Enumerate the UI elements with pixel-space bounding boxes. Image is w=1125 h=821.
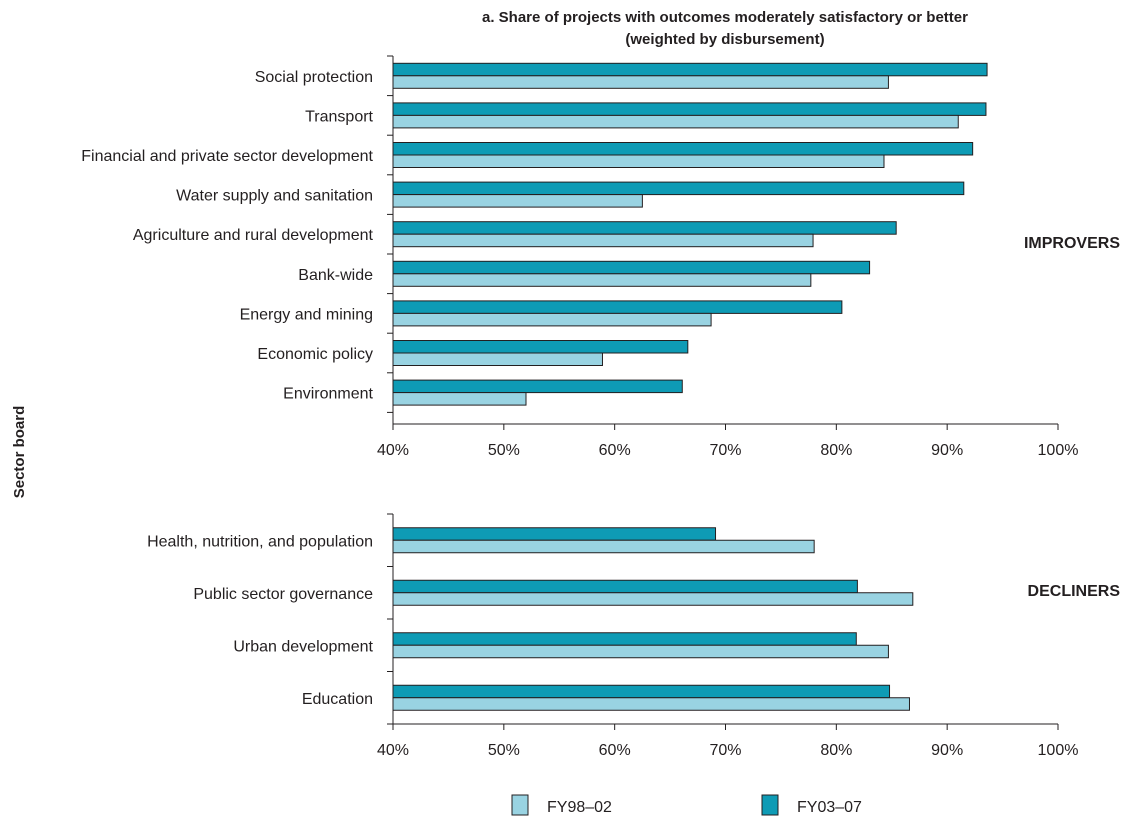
bar-fy03-07-transport — [392, 102, 987, 116]
bar-fy98-02-public-sector-governance — [392, 592, 914, 606]
category-label-energy-and-mining: Energy and mining — [240, 306, 373, 323]
category-label-financial-and-private-sector-development: Financial and private sector development — [81, 148, 373, 165]
category-label-urban-development: Urban development — [233, 638, 373, 655]
group-label-decliners: DECLINERS — [1028, 583, 1121, 600]
x-tick-label: 90% — [931, 442, 963, 459]
bar-fy03-07-bank-wide — [392, 260, 871, 275]
x-tick-label: 100% — [1038, 442, 1079, 459]
bar-fy98-02-energy-and-mining — [392, 312, 712, 327]
x-tick-label: 50% — [488, 742, 520, 759]
category-label-water-supply-and-sanitation: Water supply and sanitation — [176, 188, 373, 205]
bar-fy03-07-agriculture-and-rural-development — [392, 221, 897, 235]
group-label-improvers: IMPROVERS — [1024, 235, 1120, 252]
legend: FY98–02 FY03–07 — [511, 794, 862, 816]
x-tick-label: 40% — [377, 442, 409, 459]
bar-fy03-07-energy-and-mining — [392, 300, 843, 314]
x-tick-label: 40% — [377, 742, 409, 759]
x-tick-label: 90% — [931, 742, 963, 759]
category-label-agriculture-and-rural-development: Agriculture and rural development — [133, 227, 374, 244]
category-label-education: Education — [302, 691, 373, 708]
bar-fy03-07-urban-development — [392, 632, 857, 646]
bar-fy98-02-urban-development — [392, 644, 889, 659]
legend-label-fy03-07: FY03–07 — [797, 799, 862, 816]
chart-title-line1: a. Share of projects with outcomes moder… — [482, 9, 968, 26]
x-tick-label: 100% — [1038, 742, 1079, 759]
bar-fy03-07-financial-and-private-sector-development — [392, 142, 974, 156]
category-label-public-sector-governance: Public sector governance — [193, 586, 373, 603]
improvers-panel: Social protection Transport Financial and … — [81, 55, 1120, 459]
bar-fy98-02-social-protection — [392, 75, 889, 89]
x-tick-label: 80% — [820, 742, 852, 759]
x-tick-label: 70% — [709, 742, 741, 759]
bar-fy98-02-economic-policy — [392, 352, 603, 366]
category-label-transport: Transport — [305, 108, 373, 125]
bar-fy98-02-environment — [392, 392, 527, 406]
chart-title-line2: (weighted by disbursement) — [625, 31, 824, 48]
category-label-economic-policy: Economic policy — [257, 346, 373, 363]
bar-fy98-02-transport — [392, 114, 959, 129]
category-label-bank-wide: Bank-wide — [298, 267, 373, 284]
bar-fy98-02-financial-and-private-sector-development — [392, 154, 885, 168]
bar-fy03-07-environment — [392, 379, 683, 394]
bar-fy98-02-education — [392, 697, 910, 711]
x-tick-label: 70% — [709, 442, 741, 459]
bar-fy03-07-water-supply-and-sanitation — [392, 181, 965, 196]
x-tick-label: 80% — [820, 442, 852, 459]
legend-swatch-fy03-07 — [761, 794, 779, 816]
decliners-panel: Health, nutrition, and population Public … — [147, 513, 1121, 759]
legend-label-fy98-02: FY98–02 — [547, 799, 612, 816]
category-label-social-protection: Social protection — [255, 69, 373, 86]
category-label-health-nutrition-and-population: Health, nutrition, and population — [147, 533, 373, 550]
bar-fy98-02-agriculture-and-rural-development — [392, 233, 814, 248]
y-axis-label: Sector board — [11, 406, 28, 499]
category-label-environment: Environment — [283, 386, 373, 403]
bar-fy03-07-social-protection — [392, 62, 988, 77]
legend-swatch-fy98-02 — [511, 794, 529, 816]
bar-fy03-07-economic-policy — [392, 340, 689, 354]
x-tick-label: 60% — [599, 742, 631, 759]
bar-fy03-07-health-nutrition-and-population — [392, 527, 717, 541]
bar-fy03-07-education — [392, 684, 891, 699]
bar-fy98-02-water-supply-and-sanitation — [392, 194, 643, 208]
bar-fy98-02-bank-wide — [392, 273, 812, 287]
bar-fy03-07-public-sector-governance — [392, 579, 858, 594]
bar-fy98-02-health-nutrition-and-population — [392, 539, 815, 554]
x-tick-label: 60% — [599, 442, 631, 459]
x-tick-label: 50% — [488, 442, 520, 459]
